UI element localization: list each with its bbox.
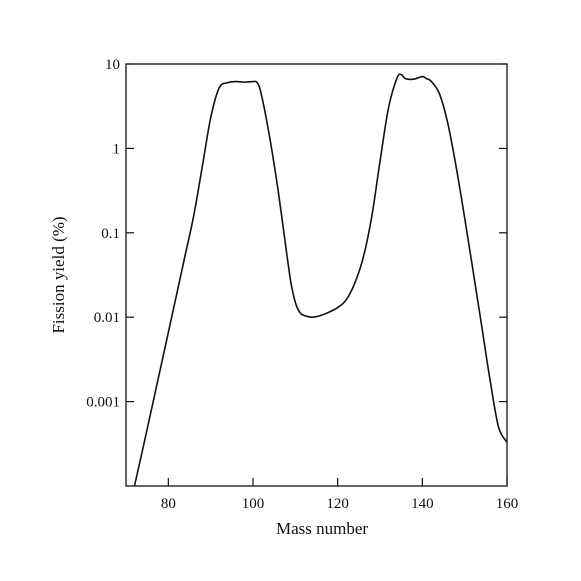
x-tick-label: 120 — [326, 496, 349, 512]
y-tick-label: 0.001 — [86, 395, 120, 411]
y-tick-label: 0.1 — [101, 226, 120, 242]
y-tick-label: 0.01 — [94, 310, 120, 326]
x-axis-ticks: 80 100 120 140 160 — [161, 478, 518, 512]
x-tick-label: 140 — [411, 496, 434, 512]
y-tick-label: 10 — [105, 57, 120, 73]
x-axis-title: Mass number — [276, 519, 368, 538]
x-tick-label: 80 — [161, 496, 176, 512]
x-tick-label: 160 — [496, 496, 519, 512]
fission-yield-curve — [133, 73, 508, 487]
plot-frame — [125, 63, 508, 487]
y-tick-label: 1 — [113, 141, 121, 157]
y-axis-title: Fission yield (%) — [49, 216, 68, 333]
y-axis-ticks: 0.001 0.01 0.1 1 10 — [86, 57, 507, 411]
x-tick-label: 100 — [242, 496, 265, 512]
